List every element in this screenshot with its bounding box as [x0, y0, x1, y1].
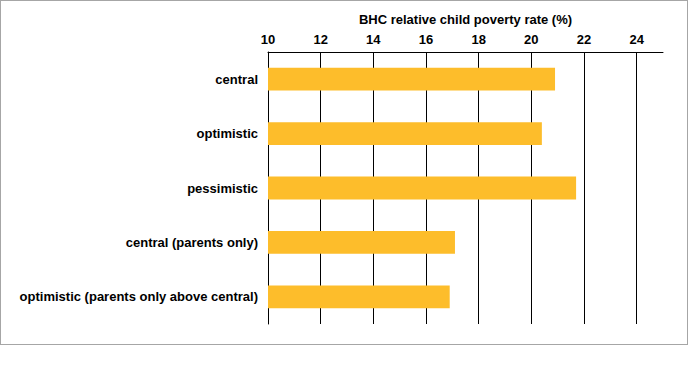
svg-text:10: 10	[261, 32, 275, 47]
svg-text:optimistic: optimistic	[197, 126, 258, 141]
svg-text:24: 24	[629, 32, 644, 47]
svg-text:optimistic (parents only above: optimistic (parents only above central)	[20, 289, 258, 304]
svg-text:22: 22	[577, 32, 591, 47]
svg-text:16: 16	[419, 32, 433, 47]
svg-text:BHC relative child poverty rat: BHC relative child poverty rate (%)	[359, 12, 572, 27]
svg-text:central: central	[215, 72, 258, 87]
svg-text:18: 18	[471, 32, 485, 47]
svg-text:pessimistic: pessimistic	[187, 181, 258, 196]
svg-text:central (parents only): central (parents only)	[126, 235, 258, 250]
svg-text:12: 12	[313, 32, 327, 47]
svg-text:14: 14	[366, 32, 381, 47]
svg-text:20: 20	[524, 32, 538, 47]
